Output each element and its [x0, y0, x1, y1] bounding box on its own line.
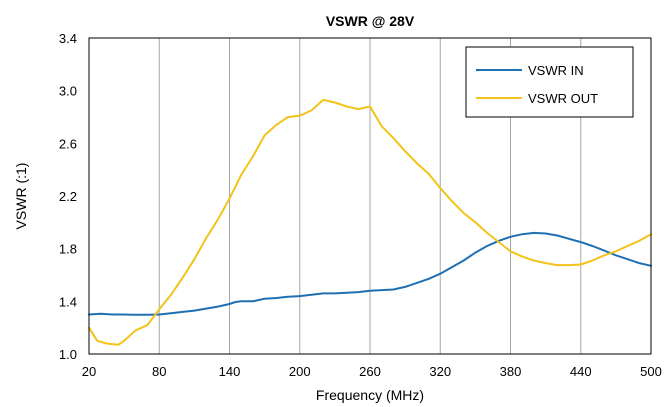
y-tick-labels: 1.0 1.4 1.8 2.2 2.6 3.0 3.4 — [59, 31, 77, 362]
y-tick-label: 1.8 — [59, 242, 77, 257]
plot-frame — [88, 37, 652, 355]
legend-box — [465, 46, 634, 118]
x-tick-label: 320 — [429, 364, 451, 379]
y-tick-label: 1.0 — [59, 347, 77, 362]
y-tick-label: 3.4 — [59, 31, 77, 46]
y-tick-label: 2.2 — [59, 189, 77, 204]
x-tick-label: 500 — [640, 364, 662, 379]
x-tick-labels: 20 80 140 200 260 320 380 440 500 — [82, 364, 662, 379]
series-layer — [88, 98, 652, 346]
x-tick-label: 20 — [82, 364, 96, 379]
x-tick-label: 380 — [500, 364, 522, 379]
legend: VSWR IN VSWR OUT — [465, 46, 634, 118]
legend-label-vswr-in: VSWR IN — [528, 63, 584, 78]
x-tick-label: 140 — [219, 364, 241, 379]
legend-label-vswr-out: VSWR OUT — [528, 91, 598, 106]
x-axis-label: Frequency (MHz) — [316, 387, 424, 403]
series-line-vswr-in — [88, 231, 652, 316]
x-tick-label: 440 — [570, 364, 592, 379]
y-tick-label: 2.6 — [59, 136, 77, 151]
y-tick-label: 3.0 — [59, 84, 77, 99]
y-tick-label: 1.4 — [59, 294, 77, 309]
chart-title: VSWR @ 28V — [326, 13, 415, 29]
series-line-vswr-out — [88, 98, 652, 346]
x-tick-label: 260 — [359, 364, 381, 379]
x-tick-label: 200 — [289, 364, 311, 379]
y-axis-label: VSWR (:1) — [13, 163, 29, 230]
x-tick-label: 80 — [152, 364, 166, 379]
